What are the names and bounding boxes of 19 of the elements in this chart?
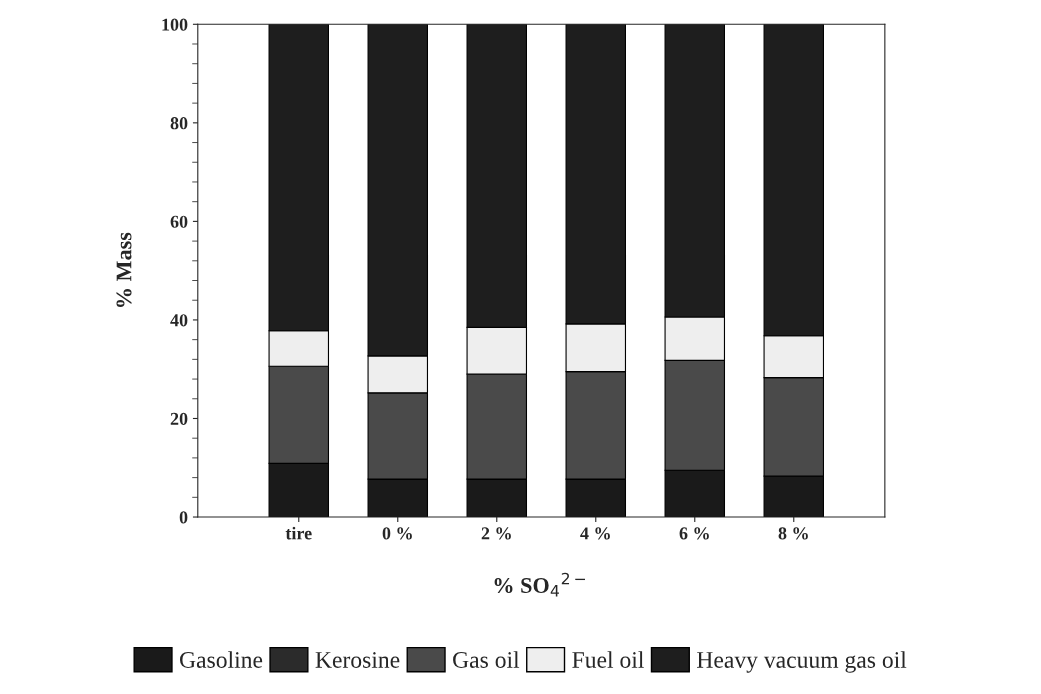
- x-tick-label: 8 %: [778, 527, 808, 540]
- x-tick-label: tire: [285, 526, 312, 540]
- x-tick-label: 6 %: [679, 527, 709, 540]
- y-axis-title: % Mass: [116, 232, 132, 307]
- legend-label: Heavy vacuum gas oil: [697, 651, 907, 673]
- y-tick-label: 60: [170, 215, 188, 228]
- legend-label: Gasoline: [180, 651, 263, 668]
- y-tick-label: 80: [170, 117, 188, 130]
- y-tick-label: 0: [179, 511, 188, 524]
- legend-label: Gas oil: [453, 651, 520, 668]
- legend-label: Fuel oil: [572, 651, 644, 668]
- y-tick-label: 100: [162, 18, 188, 31]
- legend-label: Kerosine: [315, 652, 400, 668]
- y-tick-label: 20: [170, 412, 188, 425]
- y-tick-label: 40: [170, 314, 188, 327]
- x-tick-label: 0 %: [382, 527, 412, 540]
- x-tick-label: 2 %: [481, 527, 511, 540]
- x-tick-label: 4 %: [580, 527, 610, 540]
- x-axis-title: % SO$_{4}$$^{2−}$: [494, 572, 585, 597]
